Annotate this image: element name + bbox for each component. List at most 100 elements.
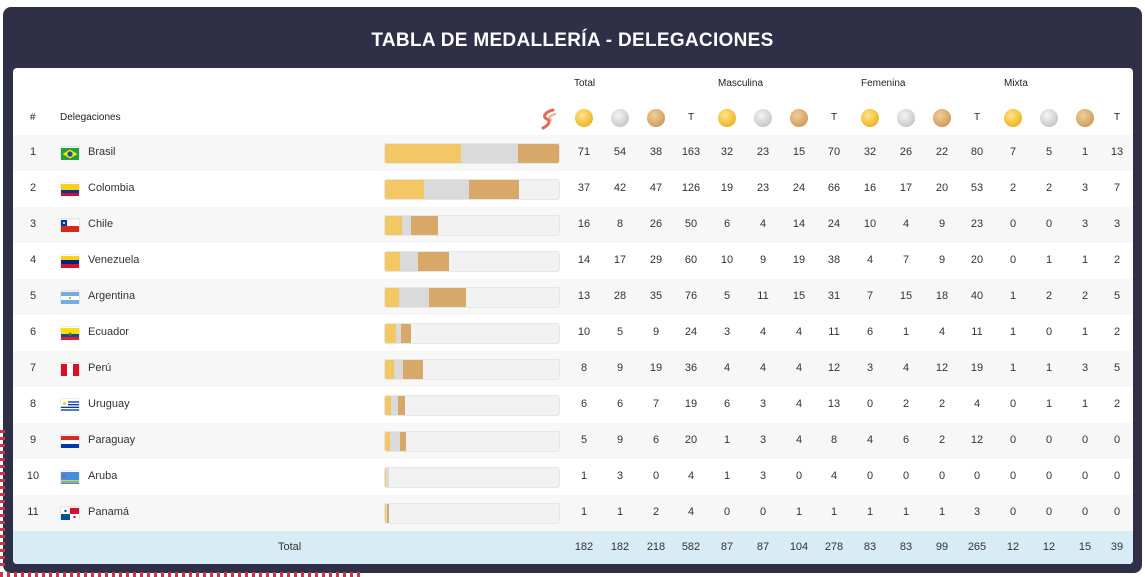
- delegation-name[interactable]: Argentina: [88, 290, 136, 302]
- delegation-name[interactable]: Colombia: [88, 182, 135, 194]
- venezuela-flag-icon: [61, 255, 79, 268]
- delegation-name[interactable]: Chile: [88, 218, 114, 230]
- gold-segment: [385, 504, 387, 523]
- delegation-name[interactable]: Ecuador: [88, 326, 129, 338]
- decorative-stripes: [0, 430, 5, 570]
- medal-count-cell: 4: [902, 362, 910, 374]
- medal-count-cell: 7: [866, 290, 874, 302]
- delegation-name[interactable]: Venezuela: [88, 254, 140, 266]
- bronze-segment: [397, 396, 406, 415]
- medal-count-cell: 1: [723, 470, 731, 482]
- medal-count-cell: 1: [795, 506, 803, 518]
- medal-count-cell: 1: [866, 506, 874, 518]
- medal-count-cell: 1: [902, 506, 910, 518]
- medal-count-cell: 4: [938, 326, 946, 338]
- medal-distribution-bar: [384, 503, 560, 524]
- medal-count-cell: 2: [938, 434, 946, 446]
- total-count-cell: 15: [1078, 541, 1092, 553]
- medal-count-cell: 4: [973, 398, 981, 410]
- medal-count-cell: 14: [792, 218, 806, 230]
- silver-medal-icon: [754, 109, 772, 127]
- gold-segment: [385, 216, 403, 235]
- table-row[interactable]: 5 Argentina 13 28 35 76 5 11 15 31 7 15 18 40 1 2 2 5: [13, 279, 1133, 315]
- bronze-segment: [428, 288, 467, 307]
- table-row[interactable]: 7 Perú 8 9 19 36 4 4 4 12 3 4 12 19 1 1 3 5: [13, 351, 1133, 387]
- medal-count-cell: 0: [938, 470, 946, 482]
- medal-count-cell: 2: [1009, 182, 1017, 194]
- table-row[interactable]: 9 Paraguay 5 9 6 20 1 3 4 8 4 6 2 12 0 0 0 0: [13, 423, 1133, 459]
- medal-count-cell: 1: [1081, 254, 1089, 266]
- medal-count-cell: 2: [1045, 182, 1053, 194]
- total-count-cell: 218: [646, 541, 666, 553]
- medal-count-cell: 4: [687, 470, 695, 482]
- silver-medal-icon: [897, 109, 915, 127]
- medal-count-cell: 3: [1113, 218, 1121, 230]
- bronze-segment: [403, 360, 424, 379]
- medal-count-cell: 6: [723, 398, 731, 410]
- silver-segment: [386, 468, 390, 487]
- total-count-cell: 265: [967, 541, 987, 553]
- medal-count-cell: 19: [720, 182, 734, 194]
- delegation-name[interactable]: Uruguay: [88, 398, 130, 410]
- medal-count-cell: 23: [970, 218, 984, 230]
- medal-count-cell: 70: [827, 146, 841, 158]
- delegation-name[interactable]: Perú: [88, 362, 112, 374]
- table-row[interactable]: 2 Colombia 37 42 47 126 19 23 24 66 16 17 20 53 2 2 3 7: [13, 171, 1133, 207]
- page-title: TABLA DE MEDALLERÍA - DELEGACIONES: [371, 30, 774, 51]
- medal-count-cell: 2: [902, 398, 910, 410]
- medal-count-cell: 9: [938, 218, 946, 230]
- medal-count-cell: 0: [866, 398, 874, 410]
- medal-count-cell: 8: [580, 362, 588, 374]
- medal-count-cell: 23: [756, 146, 770, 158]
- medal-count-cell: 9: [759, 254, 767, 266]
- table-row[interactable]: 1 Brasil 71 54 38 163 32 23 15 70 32 26 22 80 7 5 1 13: [13, 135, 1133, 171]
- gold-segment: [385, 252, 400, 271]
- gold-medal-icon: [718, 109, 736, 127]
- table-row[interactable]: 3 Chile 16 8 26 50 6 4 14 24 10 4 9 23 0 0 3 3: [13, 207, 1133, 243]
- table-row[interactable]: 8 Uruguay 6 6 7 19 6 3 4 13 0 2 2 4 0 1 1 2: [13, 387, 1133, 423]
- total-count-cell: 278: [824, 541, 844, 553]
- table-row[interactable]: 10 Aruba 1 3 0 4 1 3 0 4 0 0 0 0 0 0 0 0: [13, 459, 1133, 495]
- medal-count-cell: 4: [795, 326, 803, 338]
- medal-count-cell: 38: [649, 146, 663, 158]
- medal-table: # Delegaciones Total Masculina Femenina Mix…: [13, 68, 1133, 564]
- medal-count-cell: 163: [681, 146, 701, 158]
- medal-count-cell: 4: [759, 362, 767, 374]
- medal-count-cell: 4: [723, 362, 731, 374]
- total-count-cell: 87: [756, 541, 770, 553]
- gold-medal-icon: [1004, 109, 1022, 127]
- medal-count-cell: 5: [1113, 290, 1121, 302]
- medal-count-cell: 20: [935, 182, 949, 194]
- medal-count-cell: 32: [720, 146, 734, 158]
- medal-count-cell: 1: [1045, 398, 1053, 410]
- gold-segment: [385, 288, 399, 307]
- table-row[interactable]: 4 Venezuela 14 17 29 60 10 9 19 38 4 7 9 20 0 1 1 2: [13, 243, 1133, 279]
- total-count-cell: 182: [610, 541, 630, 553]
- delegation-name[interactable]: Paraguay: [88, 434, 136, 446]
- silver-segment: [398, 288, 429, 307]
- bronze-segment: [387, 504, 390, 523]
- bronze-segment: [469, 180, 520, 199]
- medal-count-cell: 0: [759, 506, 767, 518]
- medal-count-cell: 4: [795, 362, 803, 374]
- medal-distribution-bar: [384, 287, 560, 308]
- medal-count-cell: 12: [970, 434, 984, 446]
- medal-count-cell: 26: [899, 146, 913, 158]
- silver-segment: [399, 252, 419, 271]
- medal-count-cell: 28: [613, 290, 627, 302]
- medal-count-cell: 7: [1113, 182, 1121, 194]
- delegation-name[interactable]: Panamá: [88, 506, 129, 518]
- delegation-name[interactable]: Brasil: [88, 146, 116, 158]
- medal-count-cell: 6: [616, 398, 624, 410]
- totals-label: Total: [278, 541, 302, 553]
- total-count-cell: 83: [899, 541, 913, 553]
- medal-distribution-bar: [384, 179, 560, 200]
- medal-count-cell: 13: [827, 398, 841, 410]
- medal-count-cell: 38: [827, 254, 841, 266]
- medal-count-cell: 1: [1009, 290, 1017, 302]
- delegation-name[interactable]: Aruba: [88, 470, 118, 482]
- table-row[interactable]: 6 Ecuador 10 5 9 24 3 4 4 11 6 1 4 11 1 0 1 2: [13, 315, 1133, 351]
- panama-flag-icon: [61, 507, 79, 520]
- colombia-flag-icon: [61, 183, 79, 196]
- table-row[interactable]: 11 Panamá 1 1 2 4 0 0 1 1 1 1 1 3 0 0 0 0: [13, 495, 1133, 531]
